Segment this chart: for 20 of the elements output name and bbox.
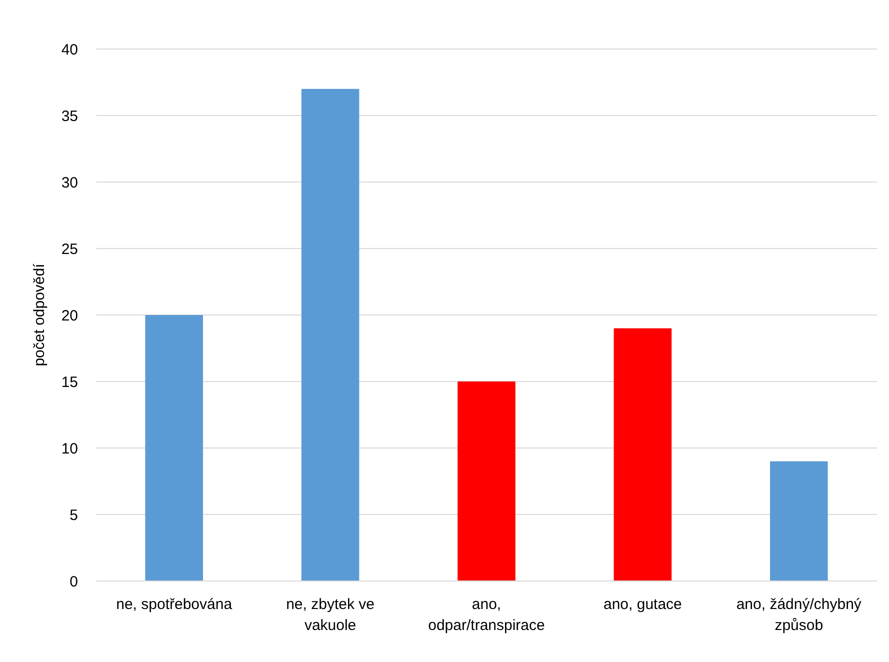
x-tick-label: ne, zbytek ve vakuole (286, 596, 374, 634)
bar (301, 88, 360, 581)
bar (458, 382, 516, 581)
bar (614, 328, 672, 581)
y-tick-label: 20 (61, 307, 78, 324)
y-tick-label: 35 (61, 108, 78, 125)
y-tick-label: 10 (61, 440, 78, 458)
y-tick-label: 0 (70, 573, 78, 590)
y-tick-label: 25 (61, 240, 78, 258)
x-tick-label: ano, žádný/chybný způsob (736, 596, 862, 634)
x-tick-label: ano, gutace (603, 596, 682, 613)
bar (770, 461, 828, 581)
y-tick-label: 5 (70, 506, 78, 524)
bar (145, 315, 203, 581)
y-tick-label: 40 (61, 41, 78, 58)
y-tick-label: 30 (61, 174, 78, 192)
y-axis-title: počet odpovědí (31, 262, 48, 366)
x-tick-label: ano, odpar/transpirace (428, 596, 545, 634)
x-tick-label: ne, spotřebována (116, 596, 233, 613)
y-tick-label: 15 (61, 374, 78, 391)
